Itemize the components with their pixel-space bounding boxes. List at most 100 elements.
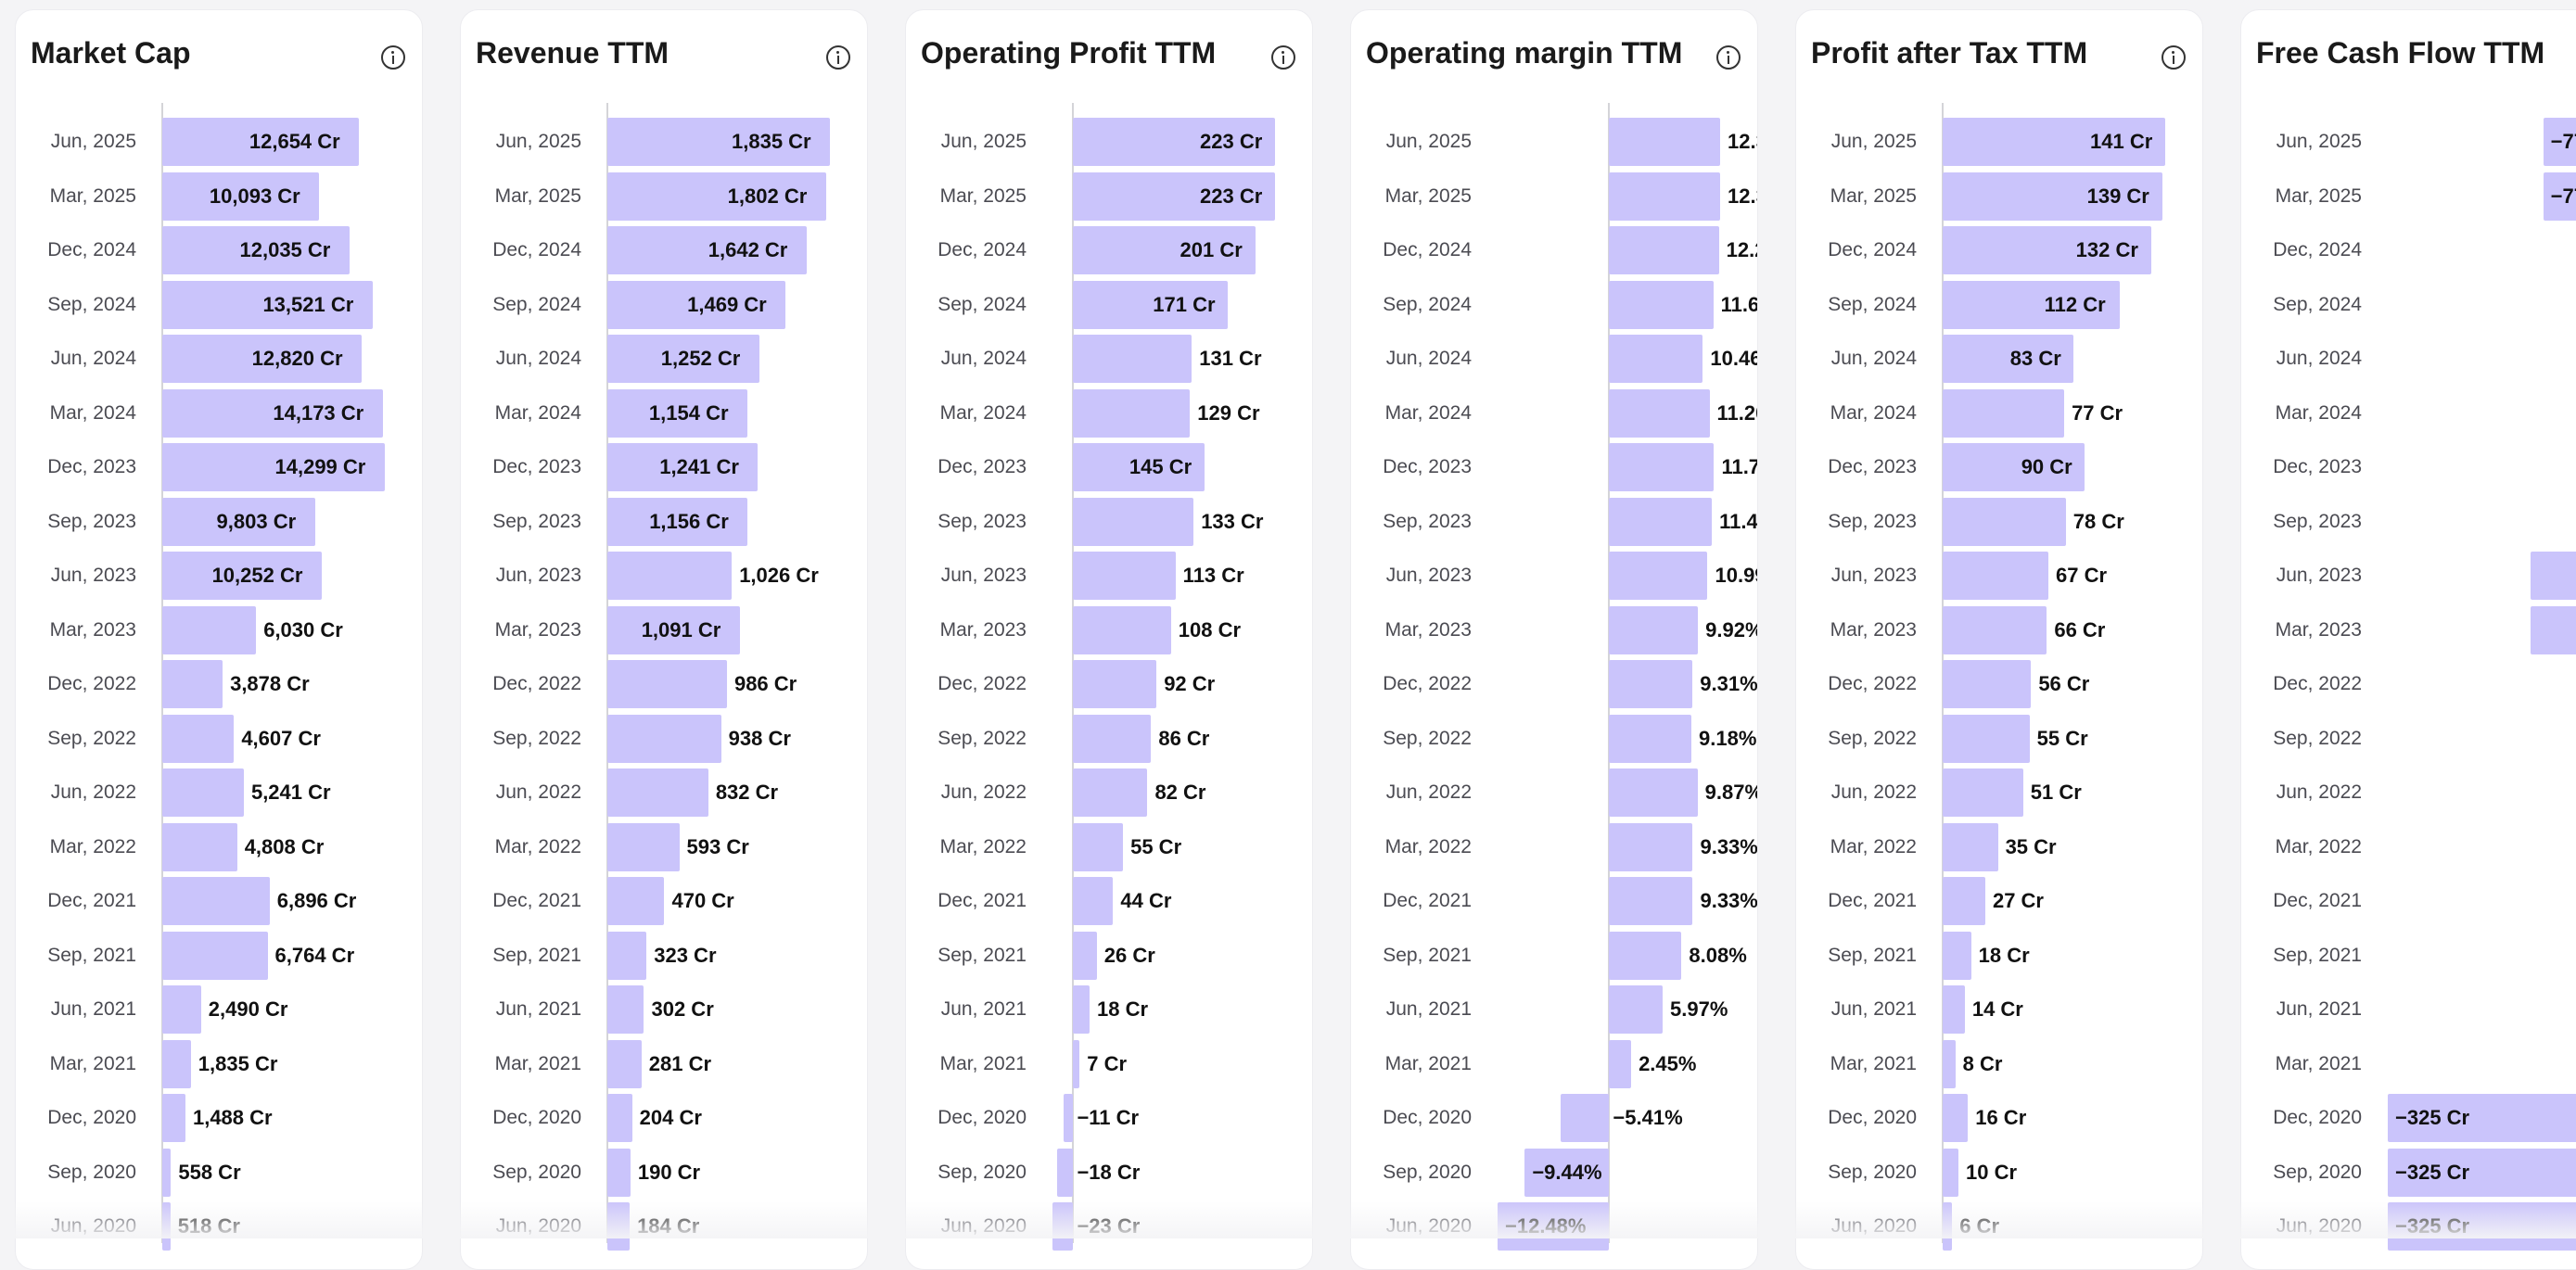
free-cash-flow-ttm-bar[interactable] <box>2531 552 2576 600</box>
operating-profit-ttm-bar[interactable] <box>1056 1148 1074 1197</box>
operating-profit-ttm-bar[interactable] <box>1073 605 1171 654</box>
revenue-ttm-bar[interactable] <box>607 1039 642 1088</box>
operating-profit-ttm-bar[interactable] <box>1073 118 1275 166</box>
market-cap-bar[interactable] <box>162 552 323 600</box>
operating-profit-ttm-bar[interactable] <box>1073 497 1194 546</box>
profit-after-tax-ttm-bar[interactable] <box>1943 118 2165 166</box>
operating-profit-ttm-bar[interactable] <box>1073 714 1152 763</box>
revenue-ttm-bar[interactable] <box>607 877 665 925</box>
revenue-ttm-bar[interactable] <box>607 226 807 274</box>
profit-after-tax-ttm-bar[interactable] <box>1943 552 2049 600</box>
operating-margin-ttm-bar[interactable] <box>1609 768 1698 817</box>
operating-margin-ttm-bar[interactable] <box>1609 985 1664 1034</box>
operating-profit-ttm-bar[interactable] <box>1073 335 1192 383</box>
profit-after-tax-ttm-bar[interactable] <box>1943 1039 1956 1088</box>
operating-margin-ttm-bar[interactable] <box>1609 552 1708 600</box>
market-cap-bar[interactable] <box>162 877 270 925</box>
market-cap-bar[interactable] <box>162 280 373 329</box>
profit-after-tax-ttm-bar[interactable] <box>1943 931 1971 980</box>
profit-after-tax-ttm-bar[interactable] <box>1943 497 2066 546</box>
operating-margin-ttm-bar[interactable] <box>1524 1148 1610 1197</box>
revenue-ttm-bar[interactable] <box>607 714 721 763</box>
profit-after-tax-ttm-bar[interactable] <box>1943 280 2120 329</box>
market-cap-bar[interactable] <box>162 118 360 166</box>
market-cap-bar[interactable] <box>162 1094 185 1142</box>
operating-profit-ttm-bar[interactable] <box>1073 552 1176 600</box>
operating-profit-ttm-bar[interactable] <box>1063 1094 1074 1142</box>
market-cap-bar[interactable] <box>162 497 315 546</box>
revenue-ttm-bar[interactable] <box>607 497 748 546</box>
operating-margin-ttm-bar[interactable] <box>1609 660 1693 708</box>
profit-after-tax-ttm-bar[interactable] <box>1943 822 1998 871</box>
revenue-ttm-bar[interactable] <box>607 552 733 600</box>
market-cap-bar[interactable] <box>162 388 383 438</box>
operating-profit-ttm-bar[interactable] <box>1073 660 1157 708</box>
profit-after-tax-ttm-bar[interactable] <box>1943 171 2162 221</box>
profit-after-tax-ttm-bar[interactable] <box>1943 388 2065 438</box>
revenue-ttm-bar[interactable] <box>607 280 786 329</box>
operating-profit-ttm-bar[interactable] <box>1073 985 1090 1034</box>
operating-profit-ttm-bar[interactable] <box>1073 171 1275 221</box>
profit-after-tax-ttm-bar[interactable] <box>1943 660 2032 708</box>
revenue-ttm-bar[interactable] <box>607 118 830 166</box>
market-cap-bar[interactable] <box>162 768 244 817</box>
operating-margin-ttm-bar[interactable] <box>1609 497 1713 546</box>
market-cap-bar[interactable] <box>162 605 257 654</box>
profit-after-tax-ttm-bar[interactable] <box>1943 226 2151 274</box>
revenue-ttm-bar[interactable] <box>607 768 708 817</box>
profit-after-tax-ttm-bar[interactable] <box>1943 443 2085 491</box>
profit-after-tax-ttm-bar[interactable] <box>1943 768 2023 817</box>
operating-margin-ttm-bar[interactable] <box>1609 931 1682 980</box>
operating-margin-ttm-bar[interactable] <box>1609 388 1710 438</box>
operating-margin-ttm-bar[interactable] <box>1609 877 1693 925</box>
market-cap-bar[interactable] <box>162 226 350 274</box>
free-cash-flow-ttm-bar[interactable] <box>2388 1094 2576 1142</box>
revenue-ttm-bar[interactable] <box>607 660 727 708</box>
market-cap-bar[interactable] <box>162 660 223 708</box>
market-cap-bar[interactable] <box>162 931 268 980</box>
free-cash-flow-ttm-bar[interactable] <box>2388 1148 2576 1197</box>
info-icon[interactable] <box>381 45 405 70</box>
operating-profit-ttm-bar[interactable] <box>1073 443 1205 491</box>
revenue-ttm-bar[interactable] <box>607 985 644 1034</box>
profit-after-tax-ttm-bar[interactable] <box>1943 714 2030 763</box>
operating-profit-ttm-bar[interactable] <box>1073 768 1148 817</box>
market-cap-bar[interactable] <box>162 171 320 221</box>
profit-after-tax-ttm-bar[interactable] <box>1943 1148 1959 1197</box>
revenue-ttm-bar[interactable] <box>607 443 759 491</box>
operating-profit-ttm-bar[interactable] <box>1073 931 1097 980</box>
market-cap-bar[interactable] <box>162 1148 172 1197</box>
operating-profit-ttm-bar[interactable] <box>1073 822 1124 871</box>
market-cap-bar[interactable] <box>162 443 385 491</box>
operating-margin-ttm-bar[interactable] <box>1609 714 1691 763</box>
market-cap-bar[interactable] <box>162 714 235 763</box>
operating-profit-ttm-bar[interactable] <box>1073 877 1114 925</box>
operating-margin-ttm-bar[interactable] <box>1609 118 1720 166</box>
profit-after-tax-ttm-bar[interactable] <box>1943 1094 1969 1142</box>
revenue-ttm-bar[interactable] <box>607 931 647 980</box>
operating-margin-ttm-bar[interactable] <box>1609 605 1699 654</box>
operating-margin-ttm-bar[interactable] <box>1609 443 1715 491</box>
market-cap-bar[interactable] <box>162 335 363 383</box>
market-cap-bar[interactable] <box>162 985 201 1034</box>
operating-margin-ttm-bar[interactable] <box>1609 171 1720 221</box>
profit-after-tax-ttm-bar[interactable] <box>1943 605 2047 654</box>
operating-margin-ttm-bar[interactable] <box>1609 335 1703 383</box>
profit-after-tax-ttm-bar[interactable] <box>1943 985 1965 1034</box>
revenue-ttm-bar[interactable] <box>607 1094 632 1142</box>
free-cash-flow-ttm-bar[interactable] <box>2531 605 2576 654</box>
info-icon[interactable] <box>1271 45 1295 70</box>
info-icon[interactable] <box>826 45 850 70</box>
revenue-ttm-bar[interactable] <box>607 335 759 383</box>
operating-margin-ttm-bar[interactable] <box>1561 1094 1610 1142</box>
profit-after-tax-ttm-bar[interactable] <box>1943 335 2074 383</box>
info-icon[interactable] <box>2162 45 2186 70</box>
market-cap-bar[interactable] <box>162 822 237 871</box>
revenue-ttm-bar[interactable] <box>607 171 826 221</box>
operating-profit-ttm-bar[interactable] <box>1073 388 1191 438</box>
market-cap-bar[interactable] <box>162 1039 191 1088</box>
free-cash-flow-ttm-bar[interactable] <box>2543 171 2576 221</box>
operating-margin-ttm-bar[interactable] <box>1609 822 1693 871</box>
operating-margin-ttm-bar[interactable] <box>1609 1039 1632 1088</box>
operating-margin-ttm-bar[interactable] <box>1609 280 1714 329</box>
